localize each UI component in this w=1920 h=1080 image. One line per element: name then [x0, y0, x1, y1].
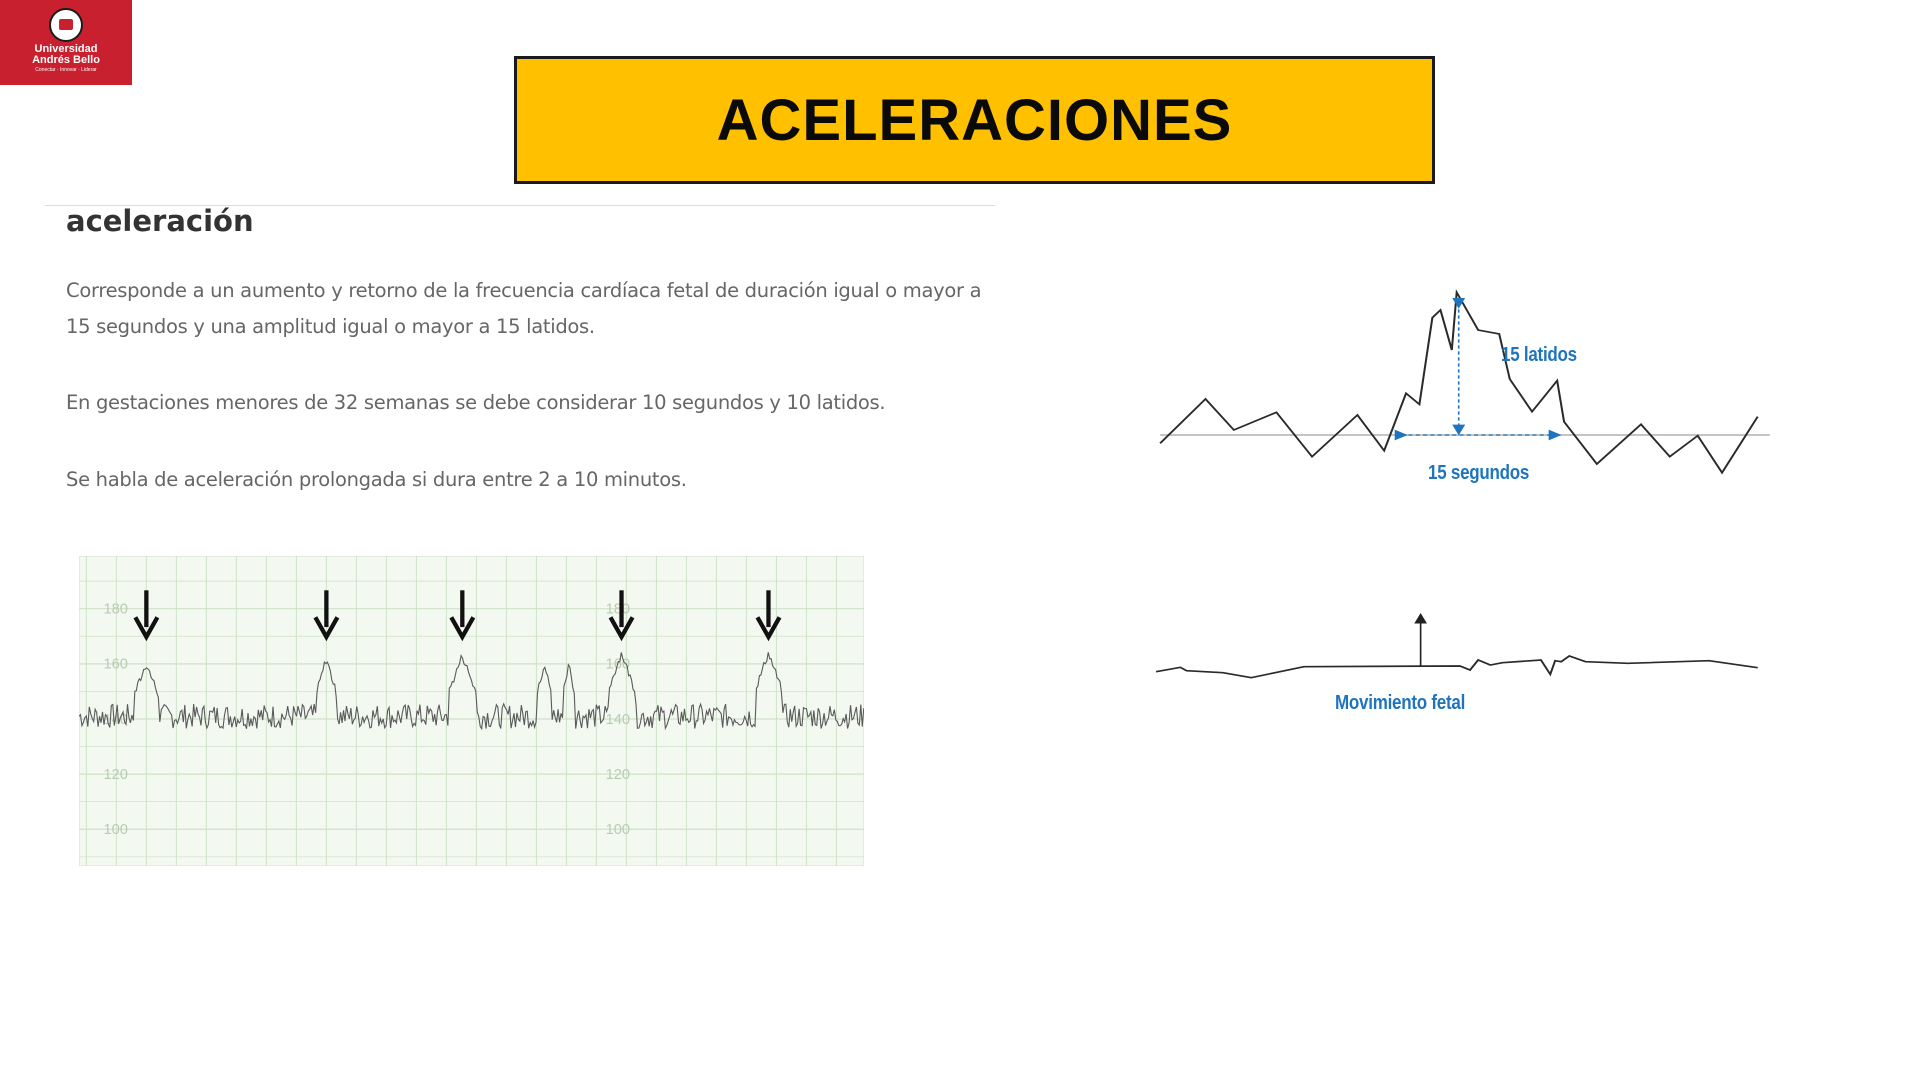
y-tick-label: 140 — [606, 712, 631, 728]
y-tick-label: 100 — [103, 822, 128, 838]
y-tick-label: 100 — [606, 822, 631, 838]
y-tick-label: 120 — [103, 767, 128, 783]
paragraph-prolonged: Se habla de aceleración prolongada si du… — [66, 468, 687, 491]
arrow-down-icon — [755, 590, 782, 642]
arrow-down-icon — [449, 590, 476, 642]
logo-tagline: Conectar · Innovar · Liderar — [35, 67, 97, 73]
toco-trace — [1155, 655, 1758, 679]
section-heading: aceleración — [66, 204, 254, 238]
y-tick-label: 180 — [606, 602, 631, 618]
arrow-down-icon — [133, 590, 160, 642]
university-logo: Universidad Andrés Bello Conectar · Inno… — [0, 0, 132, 85]
paragraph-definition: Corresponde a un aumento y retorno de la… — [66, 279, 982, 338]
page-title: ACELERACIONES — [716, 87, 1233, 153]
logo-line1: Universidad — [34, 43, 98, 55]
amplitude-label: 15 latidos — [1501, 344, 1577, 366]
y-tick-label: 160 — [103, 657, 128, 673]
y-tick-label: 180 — [103, 602, 128, 618]
duration-label: 15 segundos — [1428, 462, 1530, 484]
fhr-acceleration-trace — [1159, 289, 1759, 475]
logo-seal-icon — [49, 8, 83, 42]
divider — [45, 205, 995, 206]
arrow-down-icon — [608, 590, 635, 642]
paragraph-preterm: En gestaciones menores de 32 semanas se … — [66, 391, 886, 414]
fhr-trace — [79, 652, 864, 731]
arrow-down-icon — [313, 590, 340, 642]
acceleration-diagram: 15 latidos 15 segundos Movimiento fetal — [1150, 280, 1782, 740]
movement-label: Movimiento fetal — [1335, 692, 1466, 714]
y-tick-label: 120 — [606, 767, 631, 783]
logo-line2: Andrés Bello — [32, 54, 100, 66]
title-banner: ACELERACIONES — [514, 56, 1435, 184]
